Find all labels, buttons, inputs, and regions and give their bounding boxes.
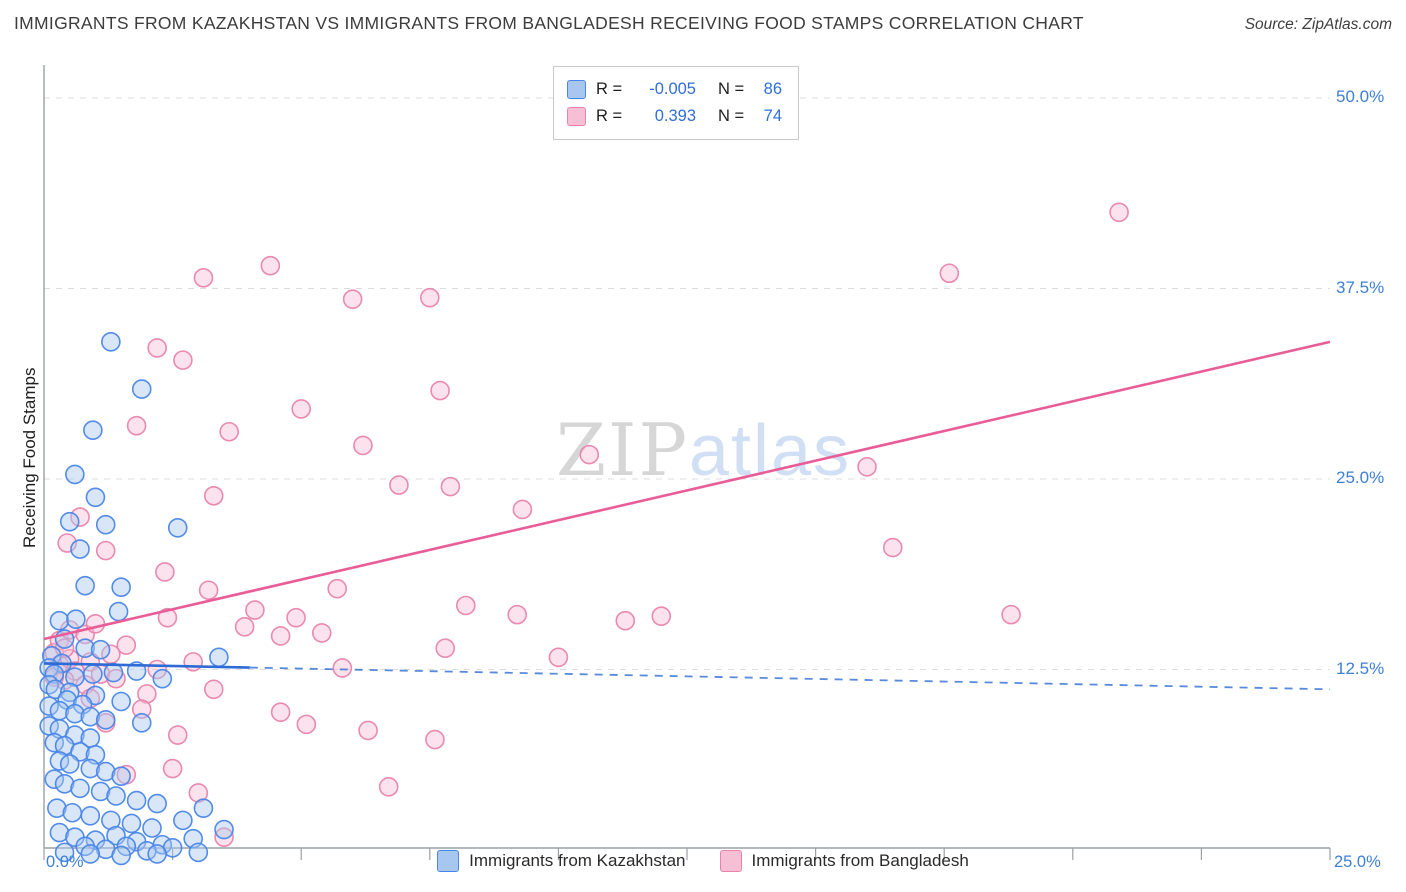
legend-item-bangladesh: Immigrants from Bangladesh: [719, 850, 969, 872]
y-tick-label: 25.0%: [1336, 468, 1385, 487]
series-legend: Immigrants from Kazakhstan Immigrants fr…: [0, 850, 1406, 872]
bangladesh-swatch-icon: [567, 107, 586, 126]
r-value: 0.393: [654, 107, 696, 125]
x-tick-min: 0.0%: [46, 853, 84, 871]
source-attribution: Source: ZipAtlas.com: [1244, 16, 1392, 33]
r-label: R =: [596, 107, 623, 125]
watermark: ZIPatlas: [556, 408, 851, 492]
kazakhstan-swatch-icon: [567, 80, 586, 99]
y-tick-label: 37.5%: [1336, 277, 1385, 297]
legend-item-kazakhstan: Immigrants from Kazakhstan: [437, 850, 686, 872]
n-value: 86: [763, 80, 782, 98]
page-title: IMMIGRANTS FROM KAZAKHSTAN VS IMMIGRANTS…: [14, 13, 1084, 33]
r-label: R =: [596, 80, 623, 98]
n-label: N =: [718, 107, 745, 125]
y-tick-label: 50.0%: [1336, 87, 1385, 106]
watermark-atlas: atlas: [688, 411, 852, 491]
legend-row-bangladesh: R = 0.393 N = 74: [567, 103, 782, 130]
watermark-zip: ZIP: [556, 408, 689, 492]
x-tick-max: 25.0%: [1334, 853, 1381, 871]
r-value: -0.005: [649, 80, 696, 98]
kazakhstan-swatch-icon: [437, 850, 460, 872]
n-value: 74: [763, 107, 782, 125]
legend-label-kazakhstan: Immigrants from Kazakhstan: [469, 851, 686, 870]
legend-row-kazakhstan: R = -0.005 N = 86: [567, 76, 782, 103]
legend-label-bangladesh: Immigrants from Bangladesh: [751, 851, 969, 870]
bangladesh-swatch-icon: [719, 850, 742, 872]
n-label: N =: [718, 80, 745, 98]
correlation-legend-box: R = -0.005 N = 86 R = 0.393 N = 74: [553, 66, 799, 140]
y-tick-label: 12.5%: [1336, 658, 1385, 678]
